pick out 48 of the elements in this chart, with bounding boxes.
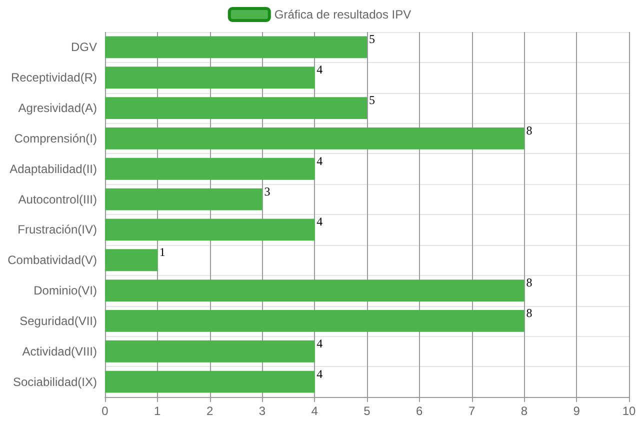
x-tick-label: 8 <box>520 404 528 418</box>
data-label: 8 <box>526 123 532 138</box>
x-tick-label: 3 <box>258 404 266 418</box>
y-tick-label: Agresividad(A) <box>18 101 97 116</box>
data-label: 5 <box>369 32 375 46</box>
data-label: 4 <box>316 214 323 229</box>
bar <box>105 188 262 210</box>
x-tick-label: 6 <box>416 404 424 418</box>
x-tick-label: 2 <box>206 404 214 418</box>
y-tick-label: Sociabilidad(IX) <box>12 374 97 389</box>
y-tick-label: DGV <box>70 40 97 54</box>
bar <box>105 128 524 150</box>
bar <box>105 310 524 332</box>
bar <box>105 370 315 393</box>
y-tick-label: Frustración(IV) <box>18 222 97 237</box>
x-tick-label: 10 <box>622 404 636 418</box>
bar <box>105 158 315 180</box>
y-tick-label: Adaptabilidad(II) <box>10 162 97 176</box>
data-label: 3 <box>264 184 270 198</box>
bar <box>105 218 315 241</box>
x-tick-label: 5 <box>364 404 371 418</box>
bar <box>105 280 524 302</box>
data-label: 8 <box>526 276 532 290</box>
y-tick-label: Dominio(VI) <box>34 284 97 298</box>
data-label: 4 <box>316 366 323 381</box>
x-tick-label: 4 <box>311 404 318 418</box>
data-label: 4 <box>316 62 323 77</box>
bar <box>105 340 315 362</box>
x-tick-label: 0 <box>102 404 109 418</box>
bar <box>105 249 158 272</box>
bar <box>105 66 315 89</box>
y-tick-label: Seguridad(VII) <box>20 314 97 328</box>
bar <box>105 36 367 58</box>
data-label: 4 <box>316 336 323 350</box>
data-label: 5 <box>369 93 375 108</box>
x-tick-label: 7 <box>468 404 476 418</box>
data-label: 1 <box>159 245 166 260</box>
y-tick-label: Combatividad(V) <box>8 253 97 268</box>
legend-label: Gráfica de resultados IPV <box>274 8 412 22</box>
y-tick-label: Receptividad(R) <box>10 70 97 85</box>
data-label: 8 <box>526 306 532 320</box>
y-tick-label: Comprensión(I) <box>14 131 97 146</box>
data-label: 4 <box>316 154 323 168</box>
x-tick-label: 1 <box>154 404 162 418</box>
bar <box>105 97 367 119</box>
x-tick-label: 9 <box>573 404 580 418</box>
y-tick-label: Autocontrol(III) <box>18 192 97 206</box>
y-tick-label: Actividad(VIII) <box>22 344 97 358</box>
